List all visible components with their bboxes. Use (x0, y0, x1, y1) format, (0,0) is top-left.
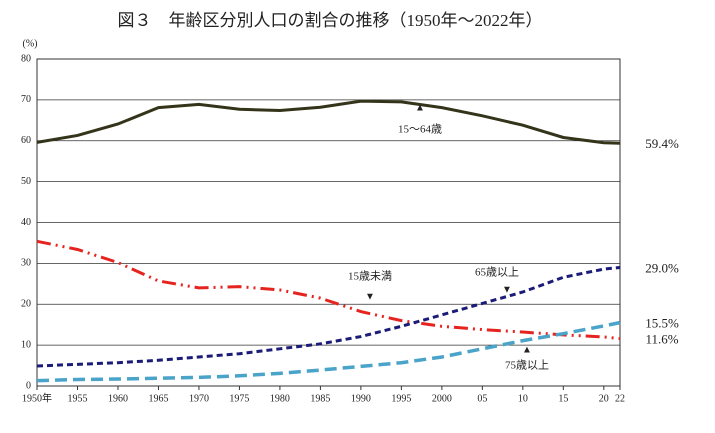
y-tick-label: 10 (21, 339, 31, 350)
x-tick-label: 1990 (351, 393, 371, 404)
value-label: 59.4% (645, 136, 679, 151)
series-label: 15歳未満 (348, 270, 392, 283)
x-tick-label: 1980 (270, 393, 290, 404)
chart-title: 図３ 年齢区分別人口の割合の推移（1950年〜2022年） (118, 11, 543, 30)
x-tick-label: 1995 (391, 393, 411, 404)
label-arrow: ▲ (522, 344, 532, 355)
x-tick-label: 1965 (148, 393, 168, 404)
y-tick-label: 80 (21, 53, 31, 64)
y-tick-label: 50 (21, 176, 31, 187)
x-tick-label: 1950年 (22, 391, 52, 404)
x-tick-label: 1955 (67, 393, 87, 404)
series-line (36, 265, 621, 368)
x-tick-label: 10 (518, 393, 528, 404)
series-label: 15〜64歳 (398, 123, 442, 136)
y-tick-label: 40 (21, 217, 31, 228)
label-arrow: ▼ (365, 291, 375, 302)
label-arrow: ▲ (415, 102, 425, 113)
x-tick-label: 22 (615, 393, 625, 404)
y-axis-label: (%) (23, 38, 38, 49)
value-label: 29.0% (645, 260, 679, 275)
x-tick-label: 15 (558, 393, 568, 404)
series-label: 75歳以上 (505, 359, 549, 372)
x-tick-label: 1975 (229, 393, 249, 404)
y-tick-label: 30 (21, 258, 31, 269)
series-line (36, 99, 621, 145)
y-tick-label: 60 (21, 135, 31, 146)
x-tick-label: 20 (599, 393, 609, 404)
series-line (36, 239, 621, 341)
value-label: 15.5% (645, 316, 679, 331)
y-tick-label: 70 (21, 94, 31, 105)
series-line (36, 320, 621, 383)
label-arrow: ▼ (502, 284, 512, 295)
value-label: 11.6% (645, 332, 678, 347)
series-label: 65歳以上 (475, 266, 519, 279)
x-tick-label: 05 (477, 393, 487, 404)
plot-frame (36, 58, 621, 387)
x-tick-label: 1960 (108, 393, 128, 404)
x-tick-label: 2000 (432, 393, 452, 404)
x-tick-label: 1970 (189, 393, 209, 404)
x-tick-label: 1985 (310, 393, 330, 404)
y-tick-label: 20 (21, 299, 31, 310)
y-tick-label: 0 (26, 380, 31, 391)
